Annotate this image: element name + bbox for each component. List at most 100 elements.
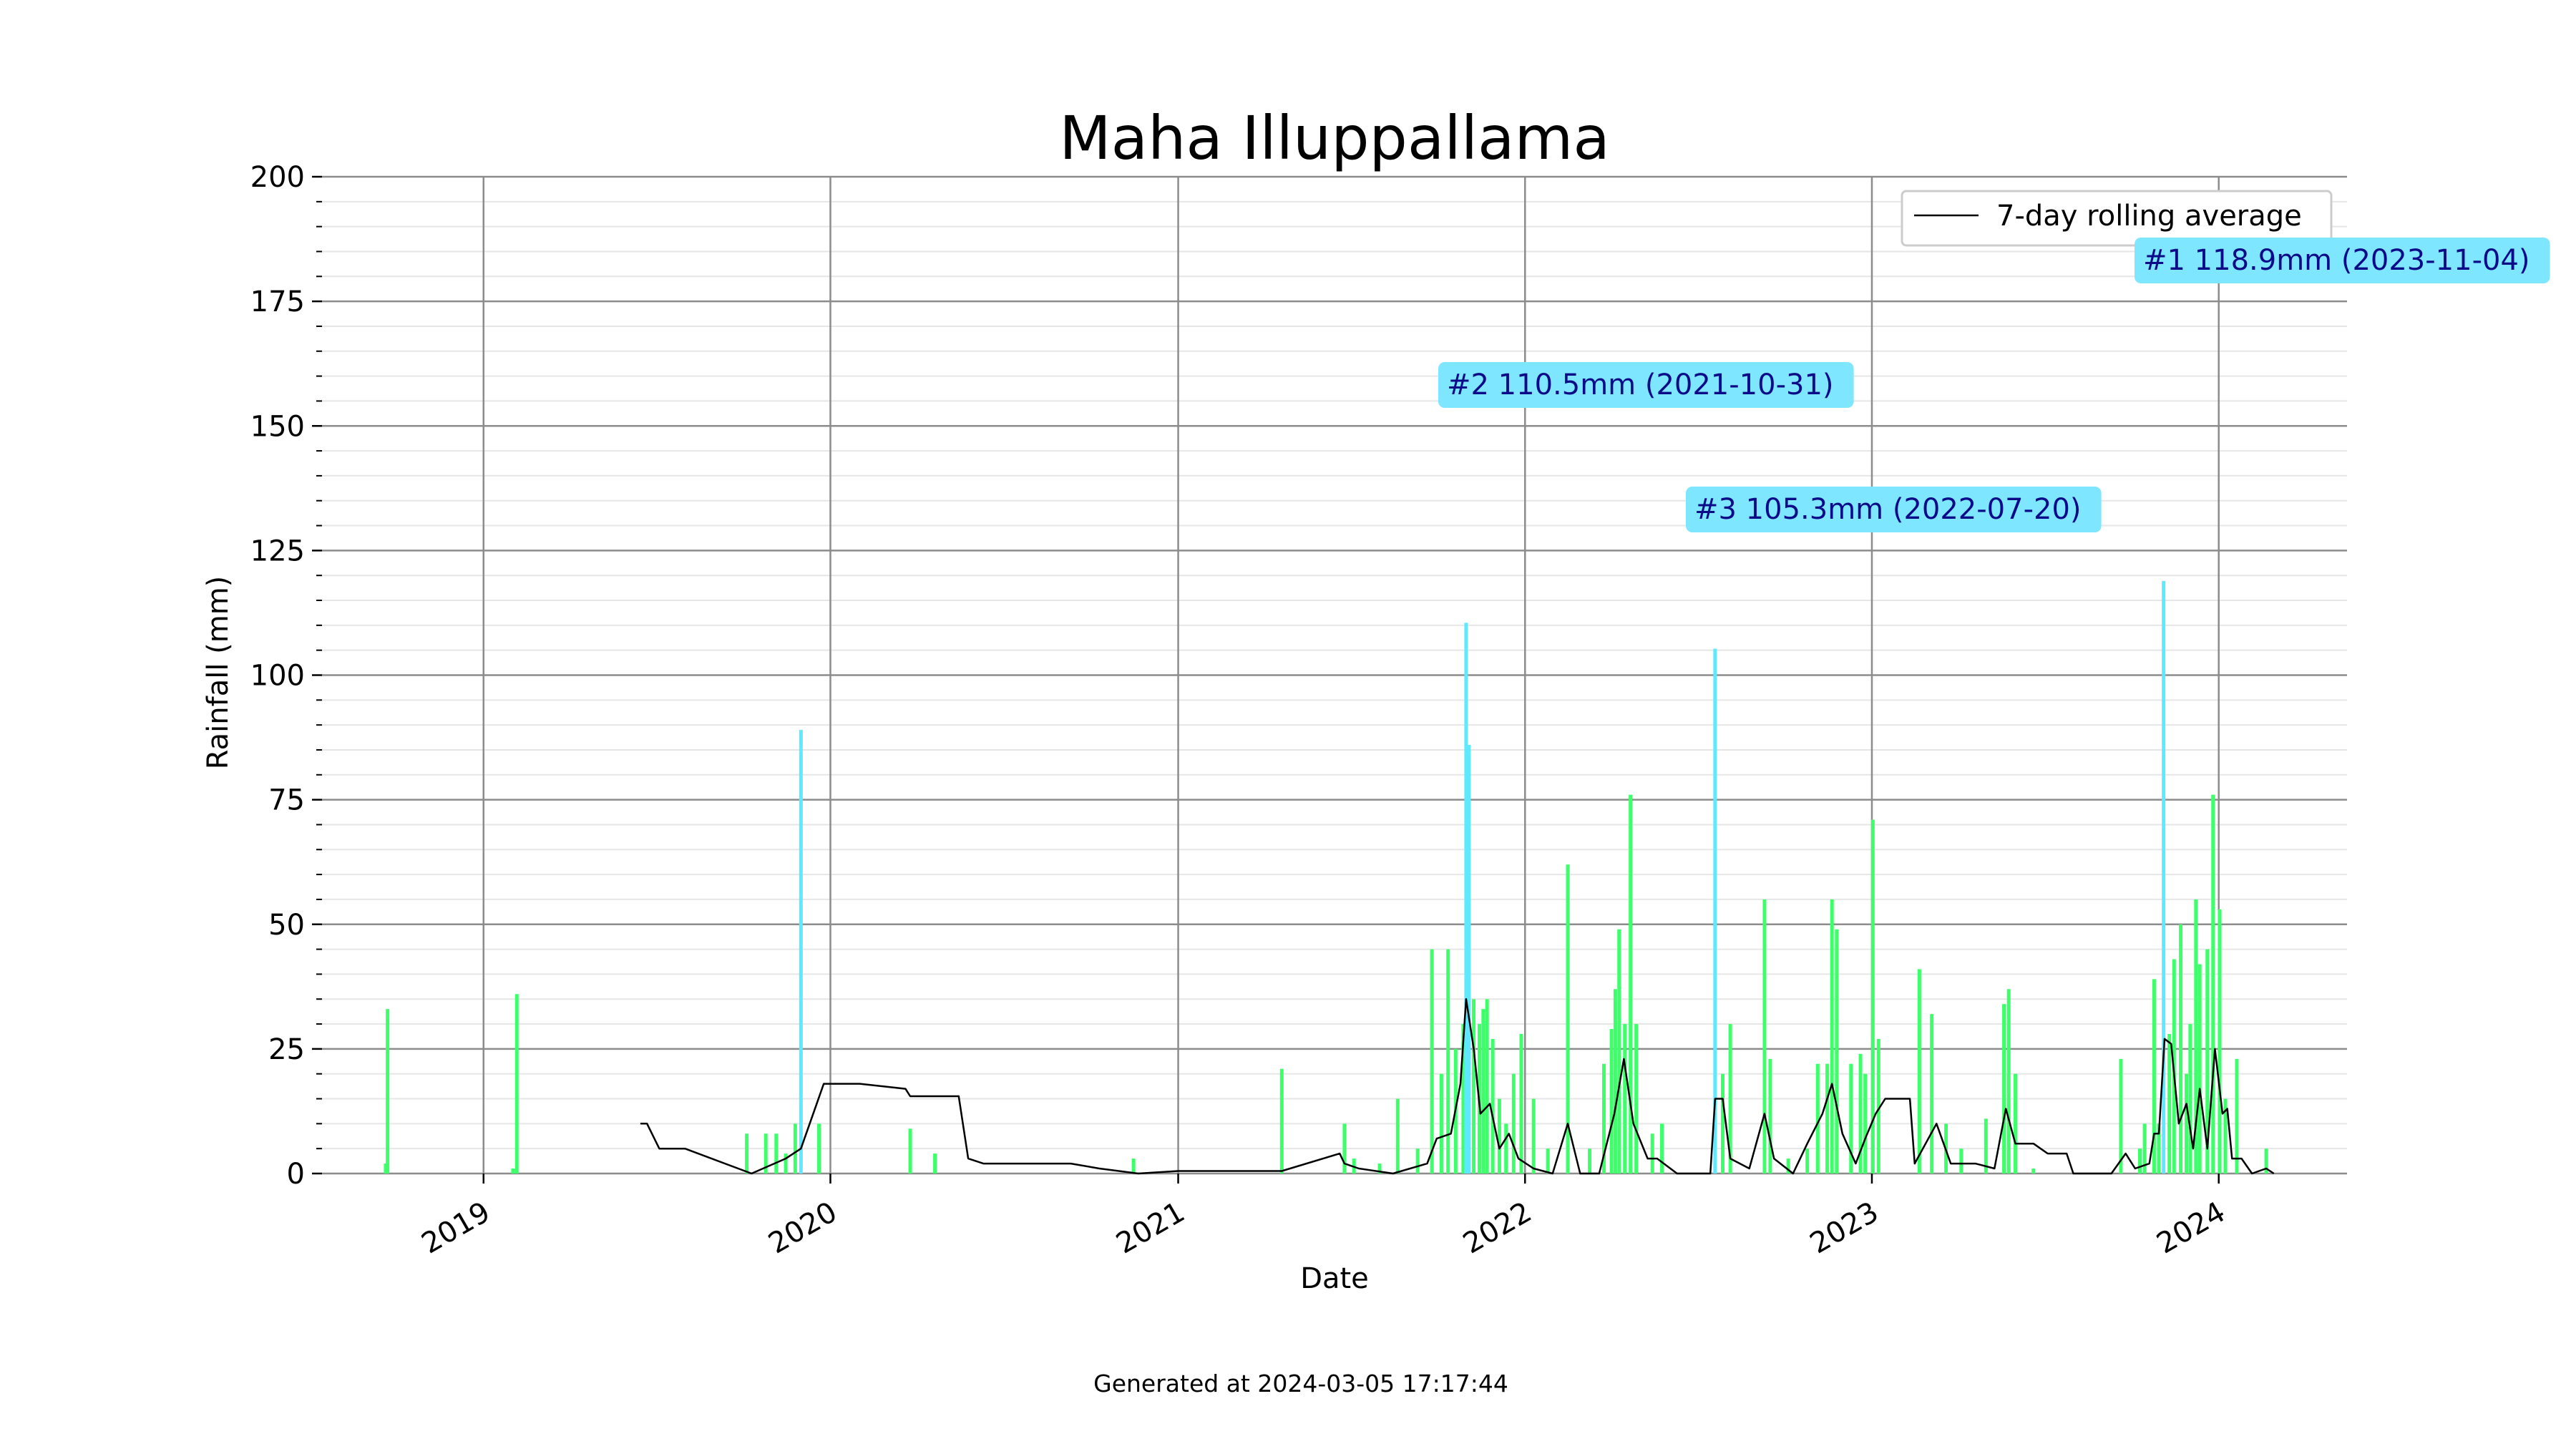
rainfall-bar (933, 1153, 937, 1174)
rainfall-bar (1531, 1098, 1536, 1174)
rainfall-bar (1849, 1063, 1853, 1174)
rainfall-bar (1439, 1073, 1443, 1174)
y-tick-label: 50 (268, 909, 305, 942)
rainfall-bar (2137, 1148, 2142, 1174)
rainfall-bar (1728, 1024, 1732, 1174)
rainfall-bar (1870, 819, 1875, 1174)
rainfall-bar (514, 994, 519, 1174)
annotation-box (1686, 487, 2102, 532)
annotation-label: #1 118.9mm (2023-11-04) (2143, 244, 2530, 277)
rainfall-bar (2197, 964, 2202, 1174)
rainfall-bar (384, 1163, 388, 1174)
rainfall-bar (1863, 1073, 1868, 1174)
rainfall-bar (1959, 1148, 1963, 1174)
rainfall-bar (2205, 949, 2210, 1174)
rainfall-bar (1511, 1073, 1516, 1174)
rainfall-bar (1713, 648, 1717, 1174)
rainfall-bar (1461, 1024, 1465, 1174)
y-tick-label: 175 (250, 286, 305, 318)
rainfall-bar (2223, 1098, 2228, 1174)
rainfall-bar (2218, 909, 2222, 1174)
rainfall-bar (1984, 1118, 1988, 1174)
y-tick-label: 125 (250, 535, 305, 567)
rainfall-bar (2235, 1058, 2239, 1174)
annotation-box (2135, 238, 2550, 283)
rainfall-bar (908, 1128, 912, 1174)
legend: 7-day rolling average (1901, 190, 2333, 247)
rainfall-bar (2142, 1123, 2147, 1174)
y-axis-label: Rainfall (mm) (202, 576, 235, 770)
rainfall-bar (1430, 949, 1434, 1174)
rainfall-bar (763, 1133, 768, 1174)
rainfall-bar (1497, 1098, 1501, 1174)
annotation-box (1438, 362, 1854, 408)
rainfall-bar (2179, 924, 2183, 1174)
rainfall-bar (1546, 1148, 1550, 1174)
rainfall-bar (1720, 1073, 1724, 1174)
rainfall-bar (2211, 794, 2215, 1174)
rainfall-bar (2002, 1004, 2006, 1174)
rainfall-bar (2119, 1058, 2123, 1174)
rainfall-bar (2162, 580, 2166, 1174)
rainfall-bar (1415, 1148, 1420, 1174)
y-tick-label: 75 (268, 784, 305, 817)
chart-title: Maha Illuppallama (1059, 103, 1610, 173)
rainfall-bar (774, 1133, 779, 1174)
rainfall-bar (1768, 1058, 1772, 1174)
rainfall-bar (1762, 899, 1767, 1174)
rainfall-bar (1601, 1063, 1606, 1174)
rainfall-bar (1617, 929, 1621, 1174)
rainfall-bar (2152, 979, 2156, 1174)
rainfall-bar (1131, 1158, 1136, 1174)
rainfall-bar (1858, 1053, 1863, 1174)
rainfall-bar (1830, 899, 1834, 1174)
rainfall-bar (2188, 1024, 2192, 1174)
rainfall-bar (1876, 1038, 1880, 1174)
rainfall-bar (1504, 1123, 1508, 1174)
rainfall-bar (2194, 899, 2198, 1174)
y-tick-label: 150 (250, 410, 305, 443)
legend-box (1901, 190, 2333, 247)
annotation-label: #3 105.3mm (2022-07-20) (1694, 493, 2082, 526)
rainfall-bar (1805, 1148, 1810, 1174)
rainfall-bar (1342, 1123, 1347, 1174)
rainfall-bar (1395, 1098, 1400, 1174)
rainfall-bar (1660, 1123, 1664, 1174)
rolling-average-line (640, 997, 2275, 1175)
rainfall-bar (1634, 1024, 1639, 1174)
x-axis-label: Date (1300, 1262, 1369, 1295)
rainfall-bar (386, 1009, 390, 1174)
y-tick-label: 100 (250, 660, 305, 693)
minor-gridlines (322, 200, 2347, 1150)
rainfall-bar (793, 1123, 797, 1174)
rainfall-bar (817, 1123, 821, 1174)
y-tick-label: 0 (287, 1158, 305, 1191)
rainfall-bar (1613, 989, 1617, 1174)
rainfall-bar (1566, 864, 1570, 1174)
rainfall-bar (1485, 999, 1489, 1174)
rainfall-bar (1786, 1158, 1790, 1174)
generated-timestamp: Generated at 2024-03-05 17:17:44 (1093, 1370, 1508, 1397)
top-rainfall-annotations: #1 118.9mm (2023-11-04) #2 110.5mm (2021-… (1438, 238, 2550, 532)
rainfall-bar (1825, 1063, 1830, 1174)
y-tick-label: 25 (268, 1033, 305, 1066)
y-tick-label: 200 (250, 161, 305, 194)
rainfall-bar (2006, 989, 2011, 1174)
annotation-label: #2 110.5mm (2021-10-31) (1447, 369, 1834, 401)
rainfall-bar (1835, 929, 1839, 1174)
rainfall-bar (1472, 999, 1476, 1174)
rainfall-bar (2014, 1073, 2018, 1174)
rainfall-bar (799, 730, 803, 1174)
rainfall-bar (1930, 1014, 1934, 1174)
rainfall-bar (1279, 1068, 1284, 1174)
rainfall-bar (1464, 623, 1468, 1174)
rainfall-bar (1629, 794, 1633, 1174)
rainfall-bar (2157, 1123, 2161, 1174)
rainfall-bar (1519, 1033, 1523, 1174)
rainfall-bar (1491, 1038, 1495, 1174)
rainfall-bar (1467, 745, 1471, 1174)
y-axis: 0 25 50 75 100 125 150 175 200 (250, 161, 322, 1191)
major-gridlines (322, 175, 2347, 1175)
rainfall-bar (784, 1153, 788, 1174)
